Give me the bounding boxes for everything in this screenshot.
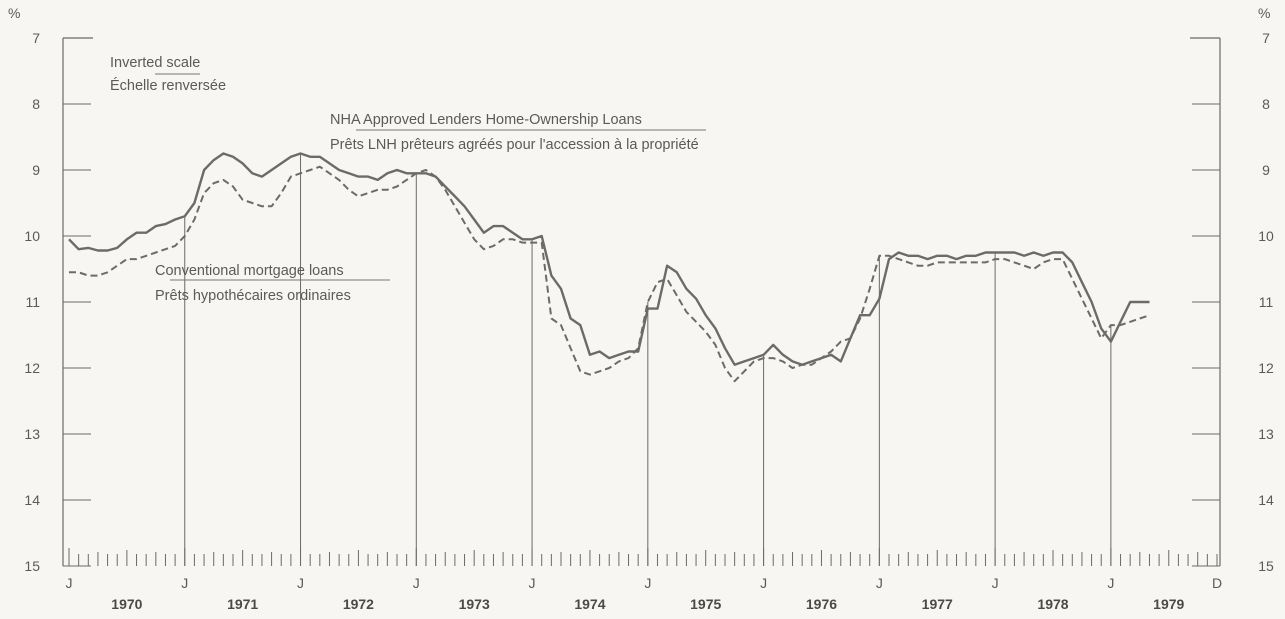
x-year-label: 1976: [806, 596, 837, 612]
y-unit-right: %: [1258, 5, 1270, 21]
series-group: [68, 152, 1150, 383]
x-month-label: J: [760, 575, 767, 591]
scale-label-en: Inverted scale: [110, 55, 200, 71]
annotations: Inverted scale Échelle renversée NHA App…: [110, 55, 706, 304]
y-tick-label-right: 9: [1262, 162, 1270, 178]
x-month-label: J: [529, 575, 536, 591]
y-tick-label-right: 12: [1258, 360, 1274, 376]
x-year-label: 1978: [1037, 596, 1068, 612]
y-tick-label-left: 10: [24, 228, 40, 244]
y-tick-label-right: 13: [1258, 426, 1274, 442]
y-tick-label-left: 9: [32, 162, 40, 178]
y-tick-label-right: 14: [1258, 492, 1274, 508]
year-marker-lines: [184, 153, 1112, 566]
y-tick-label-left: 7: [32, 30, 40, 46]
y-tick-label-left: 15: [24, 558, 40, 574]
conventional-label-en: Conventional mortgage loans: [155, 263, 344, 279]
y-tick-label-right: 11: [1259, 294, 1274, 310]
y-axis-right: % 7 8 9 10 11 12 13 14 15: [1192, 5, 1274, 574]
y-tick-label-left: 12: [24, 360, 40, 376]
nha-series-line: [68, 152, 1150, 366]
x-year-label: 1975: [690, 596, 721, 612]
y-tick-label-right: 7: [1262, 30, 1270, 46]
y-axis-left: % 7 8 9 10 11 12 13 14 15: [8, 5, 91, 574]
y-tick-label-left: 8: [32, 96, 40, 112]
x-year-label: 1974: [574, 596, 605, 612]
x-month-label: D: [1212, 575, 1222, 591]
x-month-label: J: [876, 575, 883, 591]
y-tick-label-left: 14: [24, 492, 40, 508]
x-year-label: 1971: [227, 596, 258, 612]
x-month-label: J: [1107, 575, 1114, 591]
x-month-label: J: [413, 575, 420, 591]
y-tick-label-right: 10: [1258, 228, 1274, 244]
month-ticks: [68, 548, 1218, 566]
y-unit-left: %: [8, 5, 20, 21]
x-month-label: J: [297, 575, 304, 591]
x-year-label: 1979: [1153, 596, 1184, 612]
y-tick-label-left: 13: [24, 426, 40, 442]
conventional-series-line: [69, 165, 1150, 383]
nha-label-en: NHA Approved Lenders Home-Ownership Loan…: [330, 112, 642, 128]
scale-label-fr: Échelle renversée: [110, 77, 226, 94]
x-year-label: 1972: [343, 596, 374, 612]
x-month-label: J: [181, 575, 188, 591]
x-month-label: J: [992, 575, 999, 591]
y-tick-label-left: 11: [25, 294, 40, 310]
x-year-label: 1973: [459, 596, 490, 612]
x-month-label: J: [644, 575, 651, 591]
x-axis: J J J J J J J J J J D 1970 1971 1972 1973 1974 1975 1976 1…: [66, 575, 1223, 612]
x-month-label: J: [66, 575, 73, 591]
x-year-label: 1970: [111, 596, 142, 612]
x-year-label: 1977: [922, 596, 953, 612]
y-tick-label-right: 8: [1262, 96, 1270, 112]
y-tick-label-right: 15: [1258, 558, 1274, 574]
conventional-label-fr: Prêts hypothécaires ordinaires: [155, 288, 351, 304]
nha-label-fr: Prêts LNH prêteurs agréés pour l'accessi…: [330, 137, 699, 153]
